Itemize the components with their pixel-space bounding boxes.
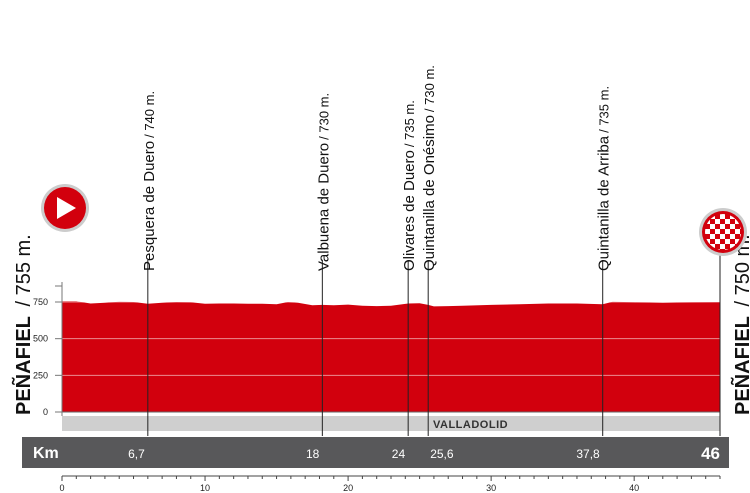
waypoint-altitude: / 730 m.: [422, 65, 437, 112]
waypoint-km-labels: 6,7 18 24 25,6 37,8: [128, 447, 600, 461]
waypoint-altitude: / 735 m.: [597, 86, 612, 133]
waypoint-altitude: / 740 m.: [142, 91, 157, 138]
waypoint-label: Quintanilla de Onésimo / 730 m.: [421, 65, 438, 271]
y-tick-label: 250: [33, 370, 48, 380]
grid-lines: [62, 255, 721, 436]
waypoint-name: Valbuena de Duero: [315, 143, 332, 271]
svg-text:PEÑAFIEL / 755 m.: PEÑAFIEL / 755 m.: [12, 234, 35, 415]
km-bar: [22, 437, 729, 468]
x-tick-label: 10: [200, 483, 210, 493]
waypoint-km-label: 25,6: [430, 447, 454, 461]
x-tick-label: 20: [343, 483, 353, 493]
waypoint-km-label: 18: [306, 447, 320, 461]
elevation-profile-area: [62, 301, 720, 412]
region-label: VALLADOLID: [433, 419, 508, 431]
waypoint-altitude: / 735 m.: [402, 100, 417, 147]
waypoint-name: Quintanilla de Onésimo: [421, 115, 438, 271]
x-axis: 0 10 20 30 40: [59, 475, 721, 493]
x-tick-label: 40: [629, 483, 639, 493]
waypoint-label: Valbuena de Duero / 730 m.: [315, 93, 332, 271]
x-tick-label: 0: [59, 483, 64, 493]
waypoint-km-label: 24: [392, 447, 406, 461]
y-axis: 0 250 500 750: [33, 282, 63, 417]
start-altitude: / 755 m.: [13, 234, 35, 306]
start-town: PEÑAFIEL: [12, 316, 35, 415]
start-icon: [41, 184, 89, 232]
y-tick-label: 0: [43, 407, 48, 417]
waypoint-name: Pesquera de Duero: [141, 141, 158, 271]
waypoint-altitude: / 730 m.: [316, 93, 331, 140]
start-label: PEÑAFIEL / 755 m.: [12, 234, 35, 415]
waypoint-km-label: 6,7: [128, 447, 145, 461]
waypoints: Pesquera de Duero / 740 m. Valbuena de Due…: [141, 65, 613, 436]
y-tick-label: 500: [33, 334, 48, 344]
svg-text:PEÑAFIEL / 750 m.: PEÑAFIEL / 750 m.: [731, 234, 750, 415]
waypoint-label: Quintanilla de Arriba / 735 m.: [596, 86, 613, 271]
x-tick-label: 30: [486, 483, 496, 493]
waypoint-name: Olivares de Duero: [401, 150, 418, 271]
finish-label: PEÑAFIEL / 750 m.: [731, 234, 750, 415]
finish-altitude: / 750 m.: [732, 234, 750, 306]
ground-band: [62, 416, 720, 431]
y-tick-label: 750: [33, 297, 48, 307]
waypoint-label: Pesquera de Duero / 740 m.: [141, 91, 158, 271]
total-km-label: 46: [701, 444, 720, 463]
waypoint-label: Olivares de Duero / 735 m.: [401, 100, 418, 271]
finish-town: PEÑAFIEL: [731, 316, 750, 415]
finish-flag-icon: [699, 208, 747, 256]
waypoint-km-label: 37,8: [576, 447, 600, 461]
waypoint-name: Quintanilla de Arriba: [596, 135, 613, 271]
km-label: Km: [33, 445, 59, 462]
